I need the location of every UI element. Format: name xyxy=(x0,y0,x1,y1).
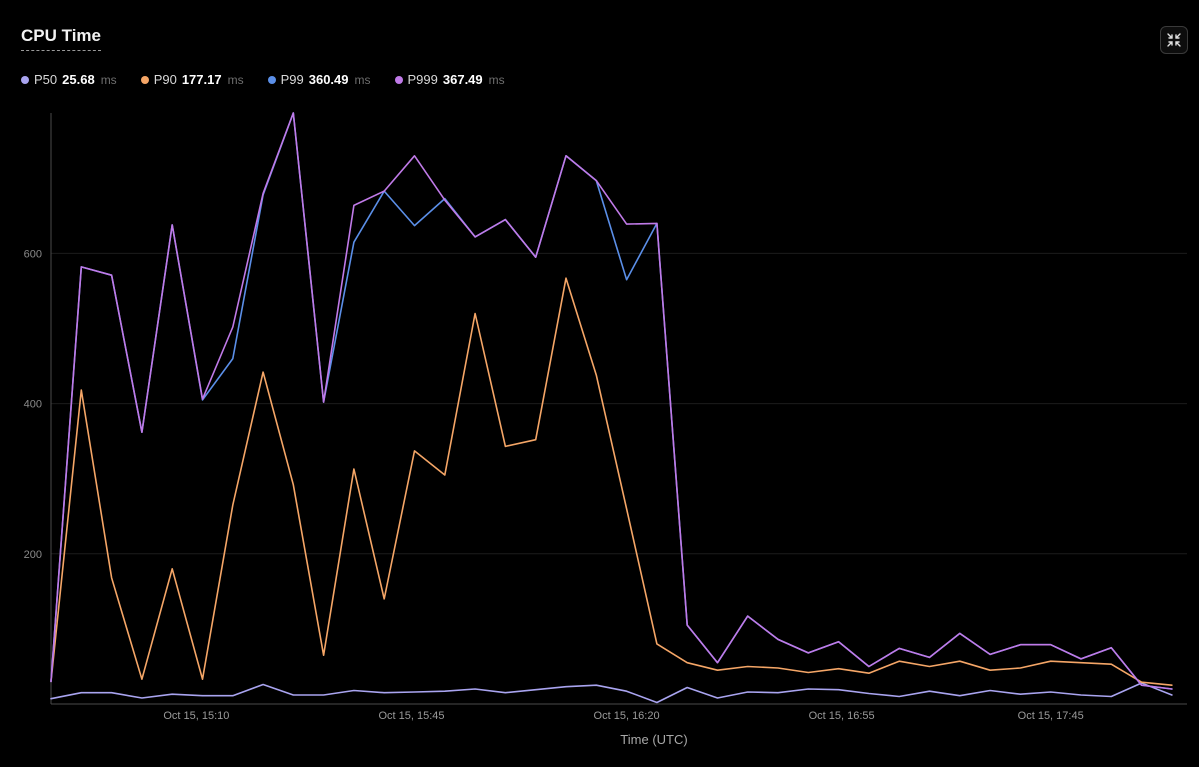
legend-item-p50[interactable]: P50 25.68 ms xyxy=(21,72,117,87)
legend-value: 367.49 xyxy=(442,72,483,87)
legend-dot xyxy=(140,75,149,84)
x-tick-label: Oct 15, 16:20 xyxy=(594,710,660,722)
collapse-button[interactable] xyxy=(1160,26,1188,54)
series-line-p50 xyxy=(50,682,1173,704)
x-tick-label: Oct 15, 15:45 xyxy=(378,710,444,722)
series-line-p90 xyxy=(50,277,1173,687)
x-tick-label: Oct 15, 15:10 xyxy=(163,710,229,722)
legend-unit: ms xyxy=(100,72,117,87)
y-tick-label: 400 xyxy=(24,399,42,411)
legend-item-p999[interactable]: P999 367.49 ms xyxy=(394,72,505,87)
legend-unit: ms xyxy=(227,72,244,87)
legend-label: P90 xyxy=(153,72,177,87)
legend-label: P99 xyxy=(280,72,304,87)
legend-unit: ms xyxy=(354,72,371,87)
series-line-p99 xyxy=(50,112,1173,690)
legend-item-p90[interactable]: P90 177.17 ms xyxy=(140,72,244,87)
legend: P50 25.68 ms P90 177.17 ms P99 360.49 ms… xyxy=(21,72,529,87)
legend-value: 25.68 xyxy=(62,72,95,87)
x-tick-label: Oct 15, 17:45 xyxy=(1018,710,1084,722)
legend-item-p99[interactable]: P99 360.49 ms xyxy=(267,72,371,87)
x-tick-label: Oct 15, 16:55 xyxy=(809,710,875,722)
legend-dot xyxy=(21,75,29,84)
y-tick-label: 600 xyxy=(24,248,42,260)
legend-unit: ms xyxy=(488,72,505,87)
legend-dot xyxy=(394,75,403,84)
collapse-icon xyxy=(1167,33,1181,47)
legend-dot xyxy=(267,75,276,84)
chart-title: CPU Time xyxy=(21,26,101,51)
series-line-p999 xyxy=(50,112,1173,690)
legend-label: P50 xyxy=(34,72,58,87)
x-axis-label: Time (UTC) xyxy=(620,732,687,747)
y-tick-label: 200 xyxy=(24,549,42,561)
legend-value: 177.17 xyxy=(181,72,222,87)
legend-label: P999 xyxy=(407,72,438,87)
legend-value: 360.49 xyxy=(308,72,349,87)
